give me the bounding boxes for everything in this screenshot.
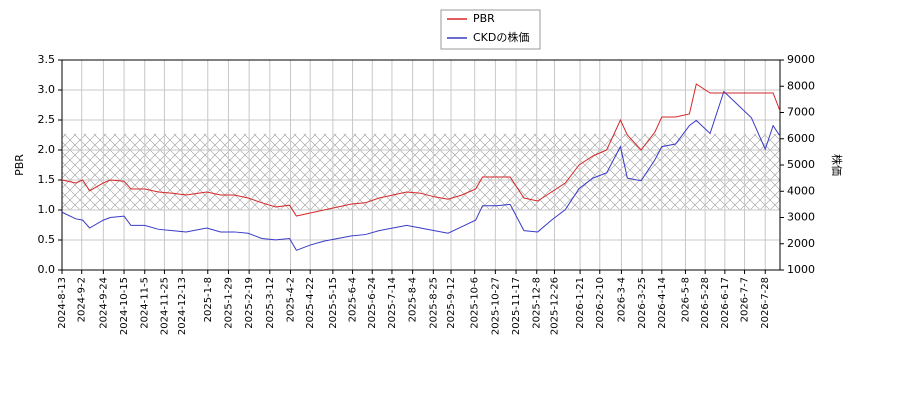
x-tick-label: 2025-10-27: [490, 277, 501, 335]
x-tick-label: 2024-12-13: [177, 277, 188, 335]
y2-tick-label: 8000: [787, 79, 815, 92]
x-tick-label: 2026-5-8: [680, 277, 691, 322]
x-tick-label: 2026-1-21: [575, 277, 586, 329]
y-axis-label: PBR: [13, 154, 26, 176]
x-tick-label: 2026-4-14: [657, 277, 668, 329]
x-tick-label: 2024-10-15: [119, 277, 130, 335]
y-tick-label: 3.5: [38, 53, 56, 66]
y-tick-label: 2.5: [38, 113, 56, 126]
x-tick-label: 2025-7-14: [387, 277, 398, 329]
y-tick-label: 1.0: [38, 203, 56, 216]
y2-tick-label: 3000: [787, 211, 815, 224]
x-tick-label: 2025-6-4: [348, 277, 359, 322]
x-tick-label: 2025-6-24: [367, 277, 378, 329]
series-line: [61, 83, 781, 217]
y-tick-label: 3.0: [38, 83, 56, 96]
x-tick-label: 2026-2-10: [595, 277, 606, 329]
x-tick-label: 2025-11-17: [511, 277, 522, 335]
x-tick-label: 2025-3-12: [265, 277, 276, 329]
x-tick-label: 2024-9-24: [98, 277, 109, 329]
x-tick-label: 2025-2-19: [244, 277, 255, 329]
x-tick-label: 2025-12-8: [532, 277, 543, 329]
plot-frame: [61, 59, 781, 271]
x-tick-label: 2026-3-25: [637, 277, 648, 329]
y-tick-label: 2.0: [38, 143, 56, 156]
x-tick-label: 2025-1-8: [203, 277, 214, 322]
x-tick-label: 2024-11-25: [159, 277, 170, 335]
x-tick-label: 2026-3-4: [616, 277, 627, 322]
x-tick-label: 2026-7-7: [740, 277, 751, 322]
x-tick-label: 2025-8-25: [428, 277, 439, 329]
x-tick-label: 2026-5-28: [700, 277, 711, 329]
x-tick-label: 2025-10-6: [470, 277, 481, 329]
y2-tick-label: 1000: [787, 263, 815, 276]
hatch-band: [62, 133, 780, 210]
y-tick-label: 1.5: [38, 173, 56, 186]
x-tick-label: 2025-1-29: [223, 277, 234, 329]
y2-tick-label: 2000: [787, 237, 815, 250]
x-tick-label: 2025-8-4: [408, 277, 419, 322]
x-tick-label: 2024-8-13: [57, 277, 68, 329]
y2-tick-label: 6000: [787, 132, 815, 145]
legend: [440, 9, 541, 50]
x-tick-label: 2025-4-2: [285, 277, 296, 322]
x-tick-label: 2026-7-28: [760, 277, 771, 329]
y-tick-label: 0.0: [38, 263, 56, 276]
legend-label: PBR: [473, 12, 495, 25]
x-tick-label: 2025-9-12: [446, 277, 457, 329]
x-tick-label: 2025-12-26: [549, 277, 560, 335]
y-tick-label: 0.5: [38, 233, 56, 246]
series-line: [61, 90, 781, 251]
y2-tick-label: 5000: [787, 158, 815, 171]
x-tick-label: 2026-6-17: [720, 277, 731, 329]
y2-axis-label: 株価: [830, 154, 844, 176]
legend-label: CKDの株価: [473, 30, 529, 44]
x-tick-label: 2024-9-2: [77, 277, 88, 322]
y2-tick-label: 4000: [787, 184, 815, 197]
y2-tick-label: 7000: [787, 106, 815, 119]
x-tick-label: 2025-4-22: [305, 277, 316, 329]
x-tick-label: 2025-5-15: [328, 277, 339, 329]
y2-tick-label: 9000: [787, 53, 815, 66]
x-tick-label: 2024-11-5: [140, 277, 151, 329]
